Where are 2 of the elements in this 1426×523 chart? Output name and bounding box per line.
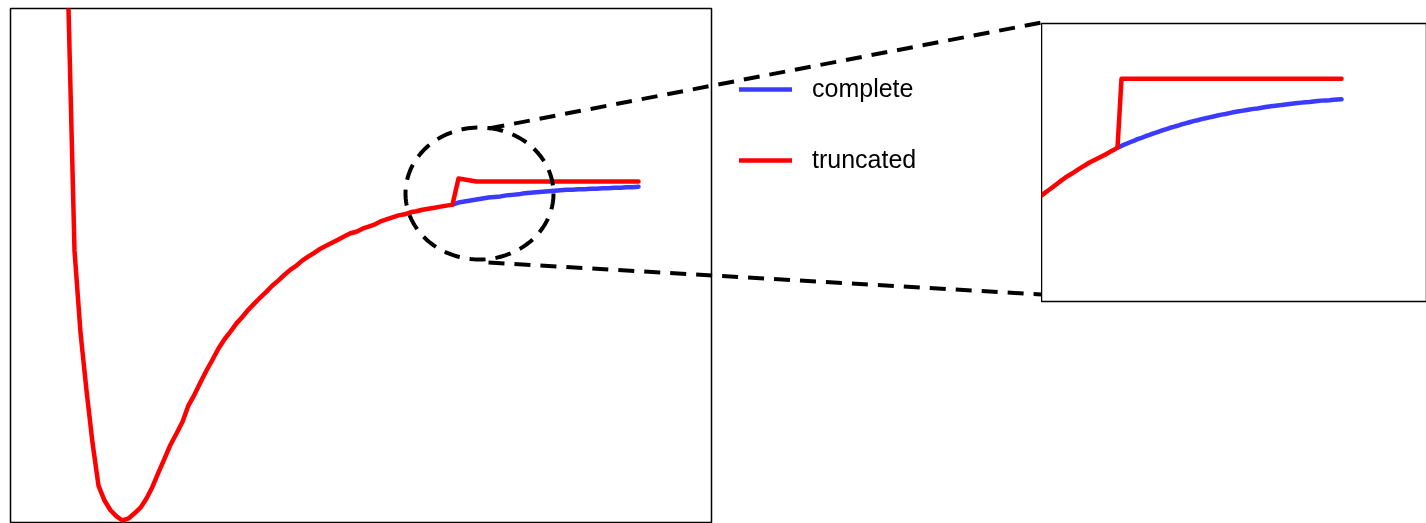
legend-label: complete (812, 74, 914, 103)
legend-label: truncated (812, 145, 917, 174)
